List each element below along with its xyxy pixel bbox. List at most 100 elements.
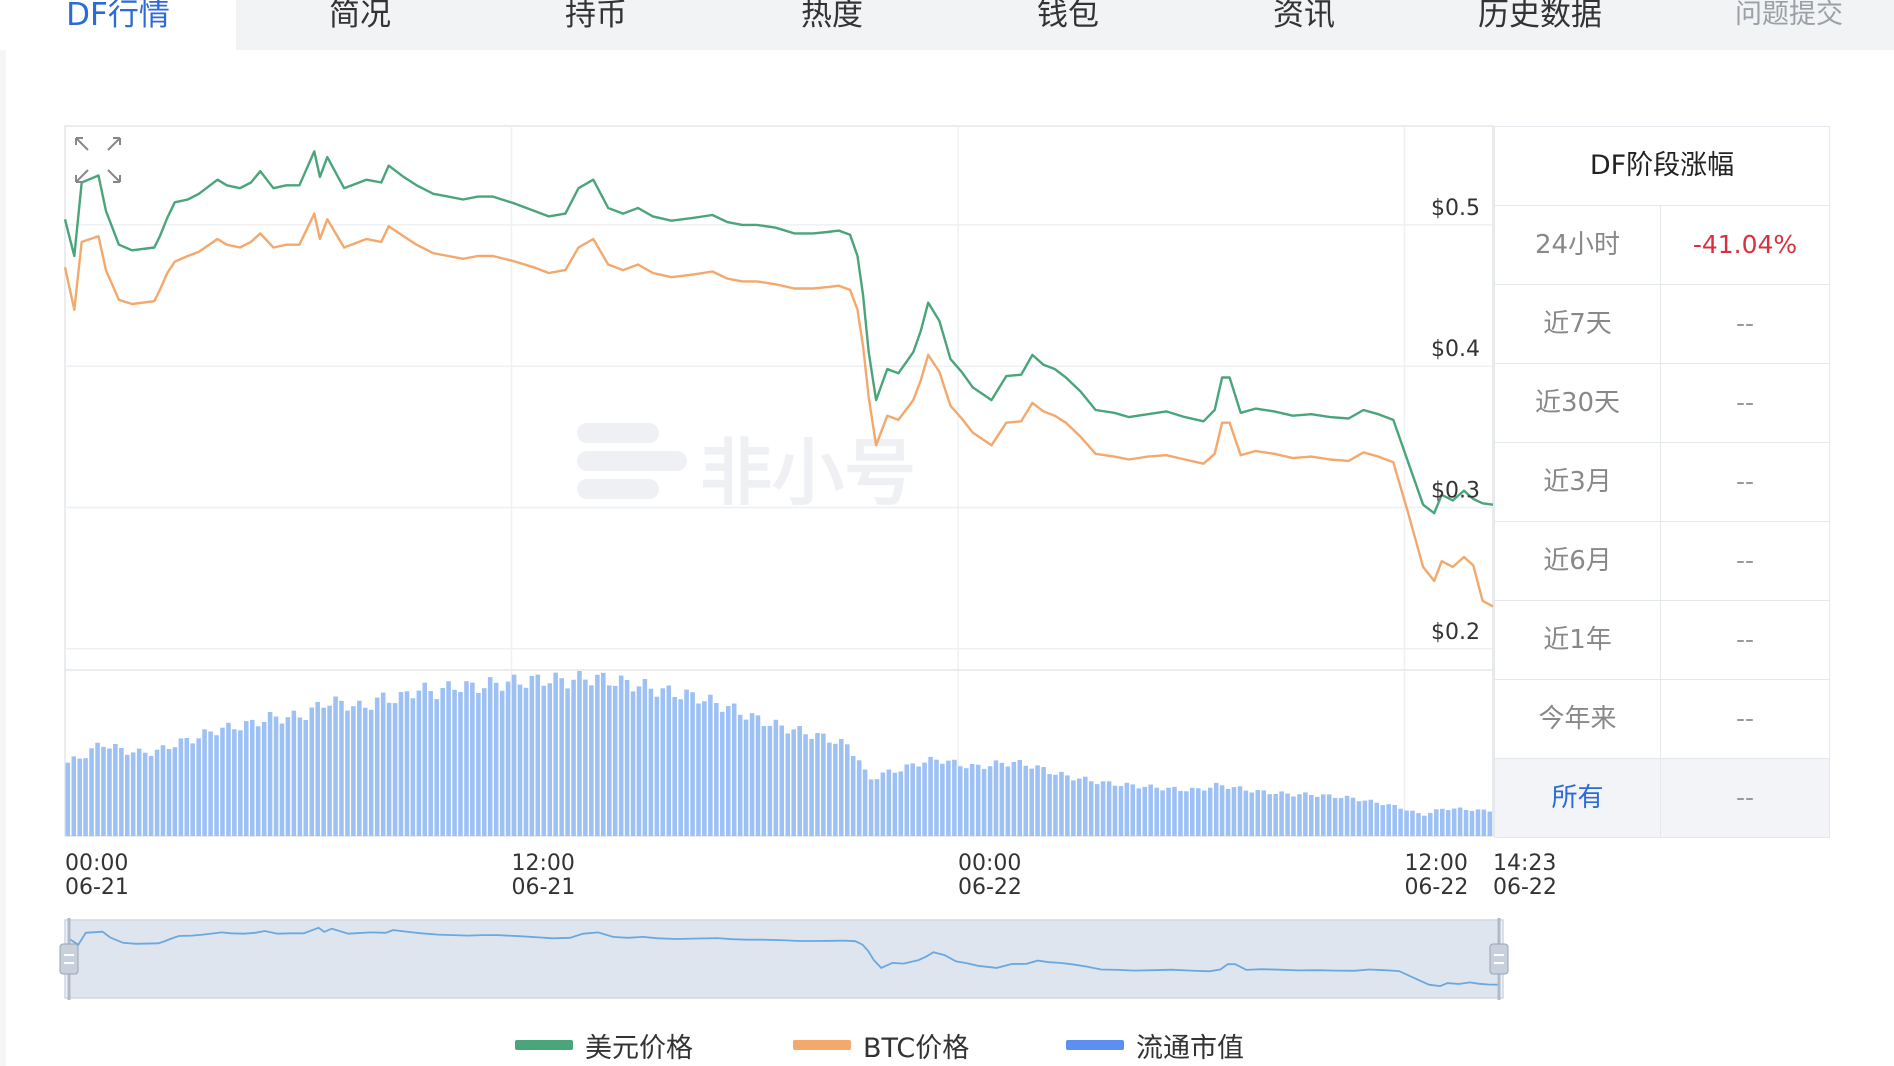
market-cap-bar [624,680,630,836]
tab-popularity[interactable]: 热度 [801,0,863,33]
market-cap-bar [1297,794,1302,836]
market-cap-bar [65,762,71,836]
market-cap-bar [958,766,963,836]
period-label[interactable]: 24小时 [1495,206,1661,284]
period-label[interactable]: 近1年 [1495,601,1661,679]
period-label[interactable]: 近6月 [1495,522,1661,600]
market-cap-bar [833,743,838,836]
market-cap-bar [601,672,606,836]
market-cap-bar [839,739,844,836]
market-cap-bar [1368,799,1374,836]
tab-market[interactable]: DF行情 [0,0,236,50]
market-cap-bar [1136,788,1142,836]
market-cap-bar [1053,774,1058,836]
market-cap-bar [89,748,94,836]
market-cap-bar [1225,789,1231,836]
expand-icon[interactable] [75,137,121,183]
market-cap-bar [1303,792,1308,836]
market-cap-bar [1202,790,1207,836]
x-tick-time: 12:00 [1404,851,1467,876]
period-label[interactable]: 今年来 [1495,680,1661,758]
tab-holdings[interactable]: 持币 [565,0,627,33]
market-cap-bar [1475,809,1481,836]
market-cap-bar [642,679,648,836]
market-cap-bar [386,702,392,836]
market-cap-bar [868,779,874,836]
market-cap-bar [547,683,553,836]
market-cap-bar [785,733,791,836]
slider-handle-right[interactable] [1489,918,1509,1000]
period-label[interactable]: 近30天 [1495,364,1661,442]
market-cap-bar [1249,792,1255,836]
market-cap-bar [1160,790,1165,836]
legend-item-usd[interactable]: 美元价格 [515,1028,693,1064]
market-cap-bar [440,688,445,836]
slider-handle-left[interactable] [59,918,79,1000]
tab-history[interactable]: 历史数据 [1478,0,1602,33]
market-cap-bar [648,688,654,836]
market-cap-bar [1463,810,1469,836]
market-cap-bar [862,769,868,836]
market-cap-bar [214,735,219,836]
market-cap-bar [553,672,558,836]
y-tick-label: $0.3 [1431,479,1480,504]
period-label[interactable]: 近7天 [1495,285,1661,363]
period-value: -- [1735,625,1755,654]
market-cap-bar [130,752,136,836]
market-cap-bar [1154,787,1159,836]
market-cap-bar [809,738,814,836]
market-cap-bar [1124,782,1130,836]
market-cap-bar [952,759,957,836]
market-cap-bar [975,764,981,836]
range-slider[interactable] [59,918,1509,1000]
market-cap-bar [1428,812,1433,836]
market-cap-bar [618,675,624,836]
market-cap-bar [1166,787,1171,836]
period-label[interactable]: 所有 [1495,759,1661,837]
x-tick-date: 06-22 [1404,875,1468,900]
market-cap-bar [499,690,505,836]
market-cap-bar [1100,781,1106,836]
period-label[interactable]: 近3月 [1495,443,1661,521]
market-cap-bar [1404,810,1409,836]
x-tick-time: 14:23 [1493,851,1556,876]
tab-overview[interactable]: 简况 [329,0,391,33]
market-cap-bar [1469,810,1475,836]
market-cap-bar [1416,813,1421,836]
market-cap-bar [345,710,350,836]
period-row-3m[interactable]: 近3月 -- [1495,443,1829,522]
period-row-7d[interactable]: 近7天 -- [1495,285,1829,364]
y-axis: $0.5 $0.4 $0.3 $0.2 [1431,196,1480,645]
market-cap-bar [797,726,802,836]
period-row-6m[interactable]: 近6月 -- [1495,522,1829,601]
left-edge [0,0,6,1066]
market-cap-bar [993,760,999,836]
market-cap-bar [1130,784,1136,836]
market-cap-bar [969,764,975,836]
tab-news[interactable]: 资讯 [1273,0,1335,33]
period-row-all[interactable]: 所有 -- [1495,759,1829,837]
slider-window[interactable] [69,920,1499,998]
market-cap-bar [273,716,279,836]
market-cap-bar [767,725,773,836]
period-row-24h[interactable]: 24小时 -41.04% [1495,206,1829,285]
market-cap-bar [702,701,707,836]
market-cap-bar [827,742,832,836]
market-cap-bar [196,738,201,836]
legend-item-market-cap[interactable]: 流通市值 [1066,1028,1244,1064]
x-tick-time: 00:00 [958,851,1021,876]
legend-item-btc[interactable]: BTC价格 [793,1028,969,1064]
period-row-1y[interactable]: 近1年 -- [1495,601,1829,680]
feedback-link[interactable]: 问题提交 [1735,0,1843,30]
market-cap-bar [71,756,77,836]
period-row-30d[interactable]: 近30天 -- [1495,364,1829,443]
market-cap-bar [327,705,332,836]
period-row-ytd[interactable]: 今年来 -- [1495,680,1829,759]
tab-wallet[interactable]: 钱包 [1037,0,1099,33]
y-tick-label: $0.5 [1431,196,1480,221]
market-cap-bar [708,694,713,836]
x-tick-date: 06-22 [1493,875,1557,900]
market-cap-bar [77,758,82,836]
btc-price-line [63,212,1494,608]
market-cap-bar [541,685,547,836]
